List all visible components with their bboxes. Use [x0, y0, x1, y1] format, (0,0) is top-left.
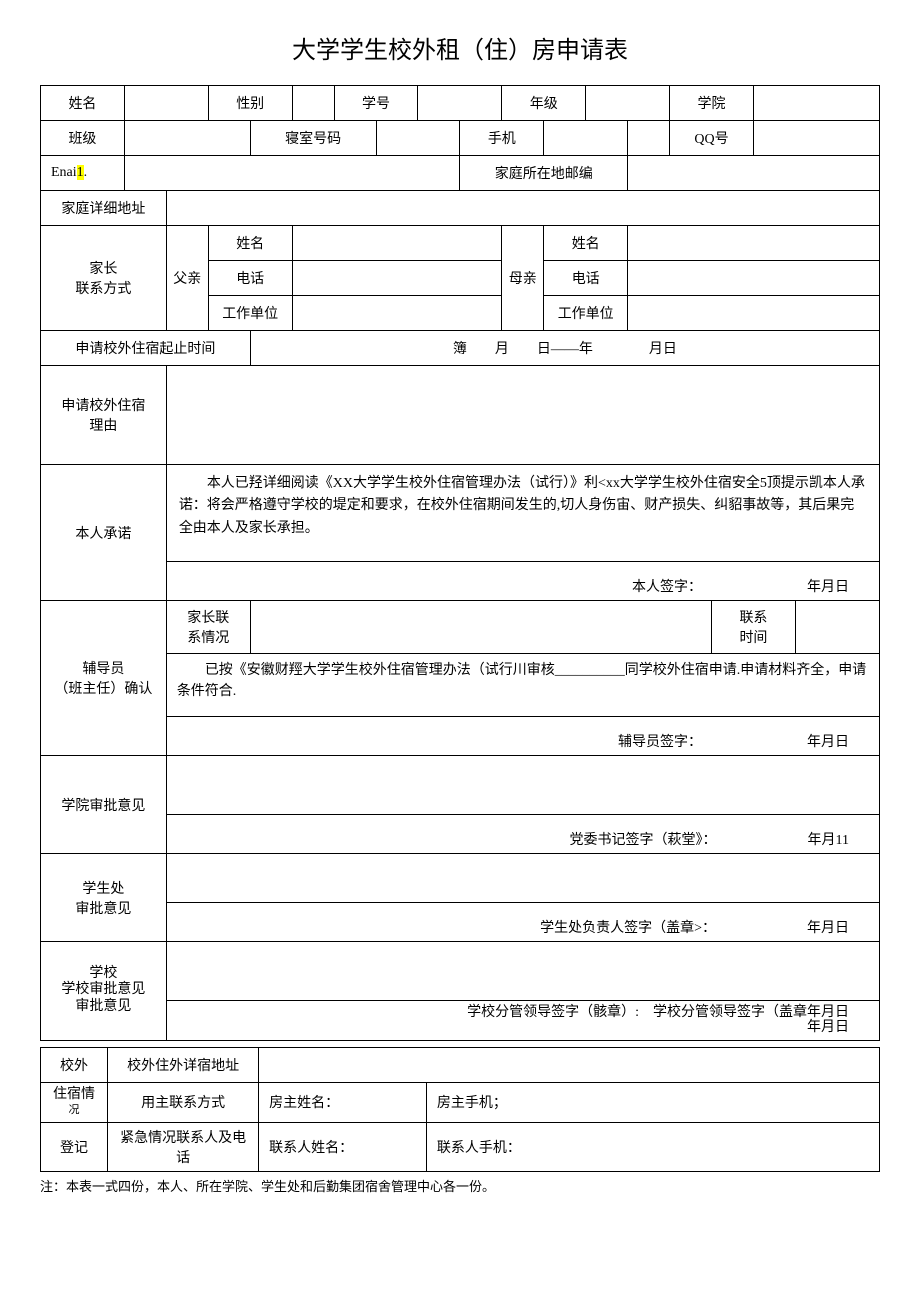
row-basic-3: Enai1. 家庭所在地邮编 — [41, 156, 880, 191]
mother-name-value[interactable] — [628, 226, 880, 261]
student-id-label: 学号 — [334, 86, 418, 121]
period-value[interactable]: 簿 月 日——年 月日 — [250, 331, 879, 366]
dorm-label: 寝室号码 — [250, 121, 376, 156]
row-basic-1: 姓名 性别 学号 年级 学院 — [41, 86, 880, 121]
qq-label: QQ号 — [670, 121, 754, 156]
student-office-value[interactable] — [166, 854, 879, 903]
name-label: 姓名 — [41, 86, 125, 121]
row-school-approval-1: 学校 学校审批意见 审批意见 — [41, 942, 880, 1001]
footnote: 注：本表一式四份，本人、所在学院、学生处和后勤集团宿舍管理中心各一份。 — [40, 1176, 880, 1195]
mother-work-value[interactable] — [628, 296, 880, 331]
row-parent-1: 家长 联系方式 父亲 姓名 母亲 姓名 — [41, 226, 880, 261]
row-offcampus-1: 校外 校外住外详宿地址 — [41, 1047, 880, 1082]
off-campus-info-table: 校外 校外住外详宿地址 住宿情况 用主联系方式 房主姓名： 房主手机； 登记 紧… — [40, 1047, 880, 1172]
mobile-value2[interactable] — [628, 121, 670, 156]
father-name-label: 姓名 — [208, 226, 292, 261]
email-label: Enai1. — [41, 156, 125, 191]
row-college-approval-2: 党委书记签字（萩堂》： 年月11 — [41, 815, 880, 854]
row-counselor-2: 已按《安徽财羥大学学生校外住宿管理办法（试行川审核__________同学校外住… — [41, 654, 880, 717]
email-value[interactable] — [124, 156, 460, 191]
landlord-name[interactable]: 房主姓名： — [259, 1082, 427, 1122]
offcampus-addr-value[interactable] — [259, 1047, 880, 1082]
counselor-label: 辅导员 （班主任）确认 — [41, 601, 167, 756]
father-name-value[interactable] — [292, 226, 502, 261]
grade-label: 年级 — [502, 86, 586, 121]
qq-value[interactable] — [753, 121, 879, 156]
offcampus-label-1: 校外 — [41, 1047, 108, 1082]
commitment-label: 本人承诺 — [41, 465, 167, 601]
student-office-label: 学生处 审批意见 — [41, 854, 167, 942]
commitment-text: 本人已羟详细阅读《XX大学学生校外住宿管理办法（试行）》利<xx大学学生校外住宿… — [166, 465, 879, 562]
mother-label: 母亲 — [502, 226, 544, 331]
mother-work-label: 工作单位 — [544, 296, 628, 331]
college-label: 学院 — [670, 86, 754, 121]
address-label: 家庭详细地址 — [41, 191, 167, 226]
parent-contact-situation-label: 家长联 系情况 — [166, 601, 250, 654]
gender-value[interactable] — [292, 86, 334, 121]
father-label: 父亲 — [166, 226, 208, 331]
father-work-label: 工作单位 — [208, 296, 292, 331]
counselor-text: 已按《安徽财羥大学学生校外住宿管理办法（试行川审核__________同学校外住… — [166, 654, 879, 717]
school-approval-value[interactable] — [166, 942, 879, 1001]
page-title: 大学学生校外租（住）房申请表 — [40, 30, 880, 65]
row-student-office-1: 学生处 审批意见 — [41, 854, 880, 903]
reason-label: 申请校外住宿 理由 — [41, 366, 167, 465]
row-school-approval-2: 学校分管领导签字（骸章）: 学校分管领导签字（盖章年月日 年月日 — [41, 1001, 880, 1041]
college-approval-label: 学院审批意见 — [41, 756, 167, 854]
parent-contact-label: 家长 联系方式 — [41, 226, 167, 331]
dorm-value[interactable] — [376, 121, 460, 156]
address-value[interactable] — [166, 191, 879, 226]
class-value[interactable] — [124, 121, 250, 156]
school-approval-label: 学校 学校审批意见 审批意见 — [41, 942, 167, 1041]
row-basic-2: 班级 寝室号码 手机 QQ号 — [41, 121, 880, 156]
counselor-sig[interactable]: 辅导员签字： 年月日 — [166, 717, 879, 756]
contact-time-label: 联系 时间 — [712, 601, 796, 654]
row-address: 家庭详细地址 — [41, 191, 880, 226]
row-counselor-1: 辅导员 （班主任）确认 家长联 系情况 联系 时间 — [41, 601, 880, 654]
row-offcampus-2: 住宿情况 用主联系方式 房主姓名： 房主手机； — [41, 1082, 880, 1122]
mother-phone-value[interactable] — [628, 261, 880, 296]
reason-value[interactable] — [166, 366, 879, 465]
class-label: 班级 — [41, 121, 125, 156]
grade-value[interactable] — [586, 86, 670, 121]
student-id-value[interactable] — [418, 86, 502, 121]
college-value[interactable] — [753, 86, 879, 121]
student-office-sig[interactable]: 学生处负责人签字（盖章>： 年月日 — [166, 903, 879, 942]
contact-time-value[interactable] — [795, 601, 879, 654]
emergency-label: 紧急情况联系人及电话 — [108, 1122, 259, 1171]
college-approval-value[interactable] — [166, 756, 879, 815]
row-college-approval-1: 学院审批意见 — [41, 756, 880, 815]
school-approval-sig[interactable]: 学校分管领导签字（骸章）: 学校分管领导签字（盖章年月日 年月日 — [166, 1001, 879, 1041]
landlord-mobile[interactable]: 房主手机； — [426, 1082, 879, 1122]
row-commitment-text: 本人承诺 本人已羟详细阅读《XX大学学生校外住宿管理办法（试行）》利<xx大学学… — [41, 465, 880, 562]
mobile-label: 手机 — [460, 121, 544, 156]
mobile-value[interactable] — [544, 121, 628, 156]
father-phone-value[interactable] — [292, 261, 502, 296]
college-approval-sig[interactable]: 党委书记签字（萩堂》： 年月11 — [166, 815, 879, 854]
postcode-label: 家庭所在地邮编 — [460, 156, 628, 191]
emergency-name[interactable]: 联系人姓名： — [259, 1122, 427, 1171]
father-phone-label: 电话 — [208, 261, 292, 296]
application-form-main: 姓名 性别 学号 年级 学院 班级 寝室号码 手机 QQ号 Enai1. 家庭所… — [40, 85, 880, 1041]
row-student-office-2: 学生处负责人签字（盖章>： 年月日 — [41, 903, 880, 942]
emergency-mobile[interactable]: 联系人手机： — [426, 1122, 879, 1171]
landlord-contact-label: 用主联系方式 — [108, 1082, 259, 1122]
row-commitment-sig: 本人签字： 年月日 — [41, 562, 880, 601]
commitment-sig[interactable]: 本人签字： 年月日 — [166, 562, 879, 601]
row-counselor-3: 辅导员签字： 年月日 — [41, 717, 880, 756]
row-reason: 申请校外住宿 理由 — [41, 366, 880, 465]
postcode-value[interactable] — [628, 156, 880, 191]
mother-name-label: 姓名 — [544, 226, 628, 261]
mother-phone-label: 电话 — [544, 261, 628, 296]
row-period: 申请校外住宿起止时间 簿 月 日——年 月日 — [41, 331, 880, 366]
offcampus-label-2: 住宿情况 — [41, 1082, 108, 1122]
offcampus-label-3: 登记 — [41, 1122, 108, 1171]
row-offcampus-3: 登记 紧急情况联系人及电话 联系人姓名： 联系人手机： — [41, 1122, 880, 1171]
father-work-value[interactable] — [292, 296, 502, 331]
gender-label: 性别 — [208, 86, 292, 121]
parent-contact-situation-value[interactable] — [250, 601, 711, 654]
name-value[interactable] — [124, 86, 208, 121]
period-label: 申请校外住宿起止时间 — [41, 331, 251, 366]
offcampus-addr-label: 校外住外详宿地址 — [108, 1047, 259, 1082]
